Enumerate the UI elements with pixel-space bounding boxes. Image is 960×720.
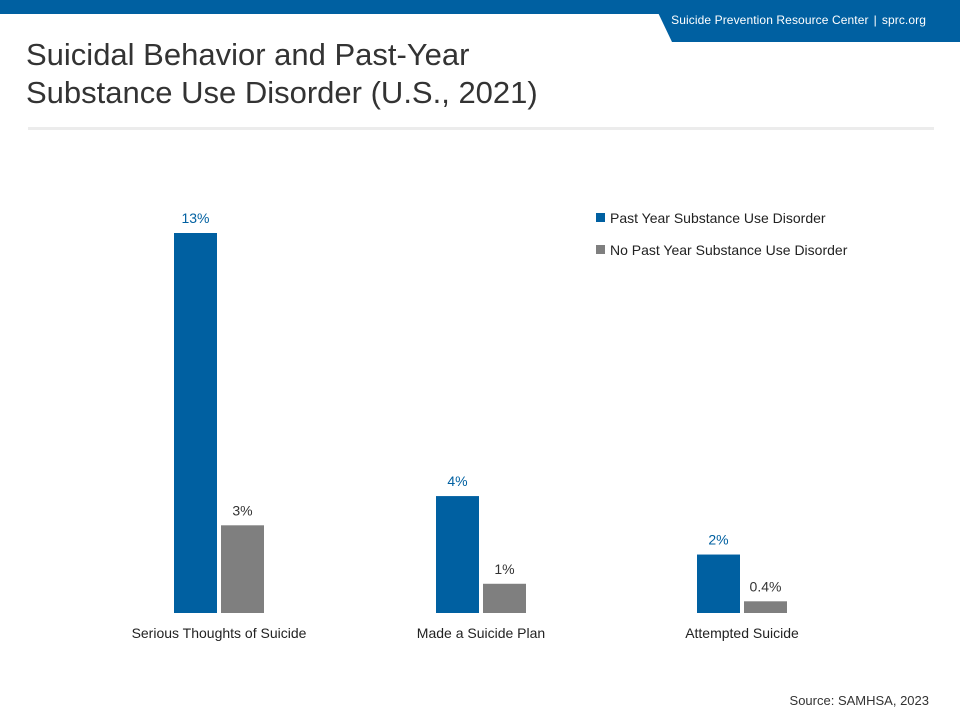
title-divider [28,127,934,130]
chart-legend: Past Year Substance Use Disorder No Past… [596,210,847,274]
org-banner-shape [652,0,960,42]
legend-label-sud: Past Year Substance Use Disorder [610,210,826,226]
category-label-0: Serious Thoughts of Suicide [132,625,307,641]
org-name: Suicide Prevention Resource Center [671,13,869,27]
bar-no-sud-0 [221,525,264,613]
source-note: Source: SAMHSA, 2023 [789,693,929,708]
data-label-sud-1: 4% [447,473,467,489]
legend-item-no-sud: No Past Year Substance Use Disorder [596,242,847,262]
bar-sud-0 [174,233,217,613]
org-banner: Suicide Prevention Resource Center | sprc.… [0,0,960,42]
data-label-no-sud-2: 0.4% [750,578,782,594]
category-label-1: Made a Suicide Plan [417,625,545,641]
data-label-sud-2: 2% [708,532,728,548]
org-site-link[interactable]: sprc.org [881,13,926,27]
bar-sud-1 [436,496,479,613]
org-separator: | [873,13,877,27]
legend-swatch-sud [596,213,605,222]
bar-sud-2 [697,554,740,613]
data-label-no-sud-0: 3% [232,502,252,518]
title-line-1: Suicidal Behavior and Past-Year [26,37,470,72]
category-label-2: Attempted Suicide [685,625,799,641]
legend-swatch-no-sud [596,245,605,254]
data-label-sud-0: 13% [181,210,209,226]
page-title: Suicidal Behavior and Past-Year Substanc… [26,36,726,112]
legend-item-sud: Past Year Substance Use Disorder [596,210,847,230]
org-credit: Suicide Prevention Resource Center | sprc.… [671,13,926,27]
title-line-2: Substance Use Disorder (U.S., 2021) [26,75,538,110]
data-label-no-sud-1: 1% [494,561,514,577]
legend-label-no-sud: No Past Year Substance Use Disorder [610,242,848,258]
bar-no-sud-1 [483,583,526,613]
bar-no-sud-2 [744,601,787,613]
